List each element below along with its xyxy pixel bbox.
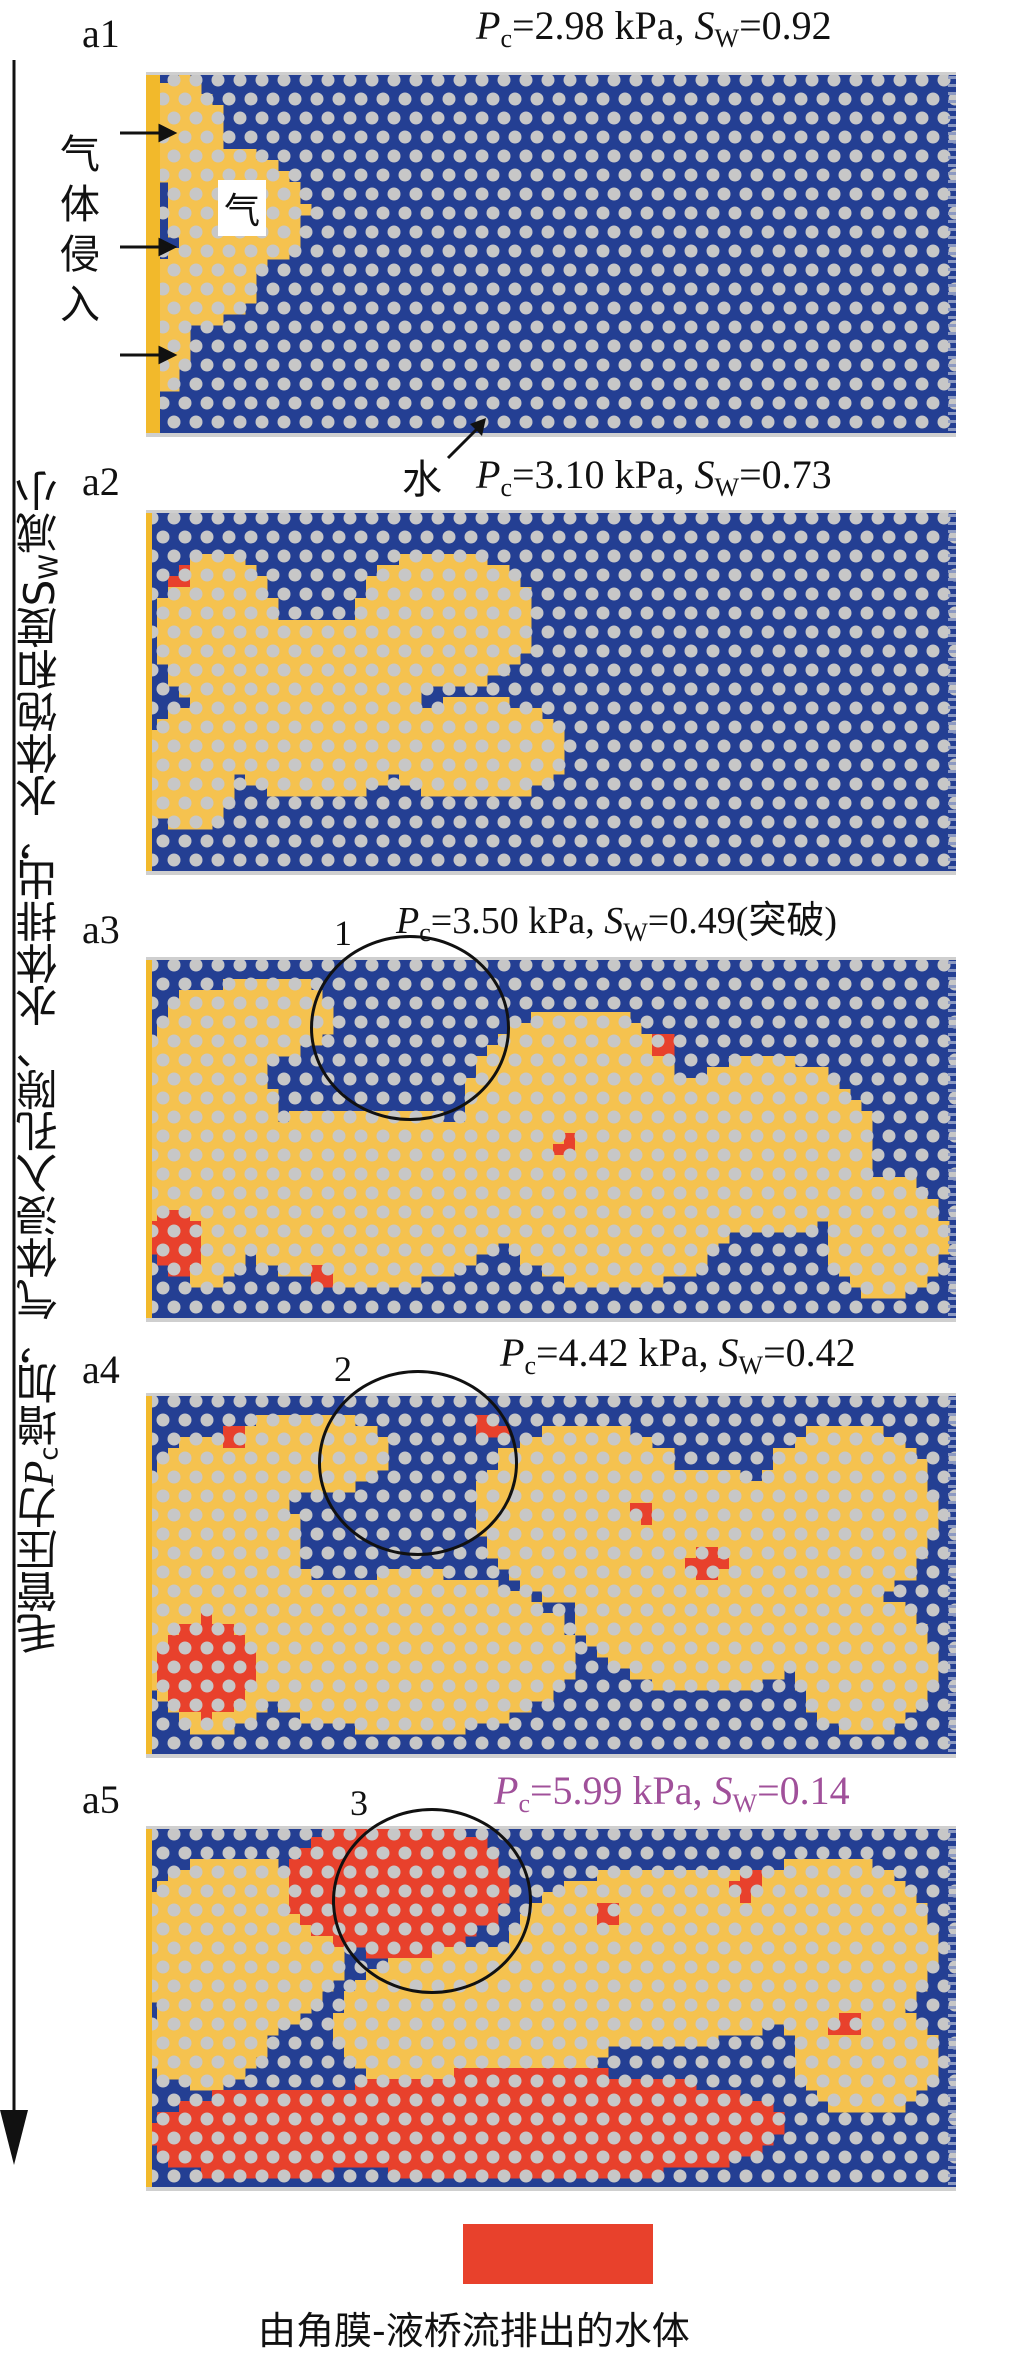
panel-id-a3: a3: [82, 907, 120, 952]
panel-a3: [146, 957, 956, 1322]
pressure-label-a5: Pc=5.99 kPa, SW=0.14: [494, 1768, 850, 1818]
highlight-circle-3: [332, 1808, 532, 1994]
gas-invasion-label: 气体侵入: [60, 132, 100, 328]
legend-label: 由角膜-液桥流排出的水体: [258, 2309, 690, 2353]
pressure-label-a1: Pc=2.98 kPa, SW=0.92: [476, 3, 832, 53]
pressure-label-a4: Pc=4.42 kPa, SW=0.42: [500, 1330, 856, 1380]
panel-id-a2: a2: [82, 459, 120, 504]
pore-map-a2: [146, 510, 956, 875]
pressure-label-a2: Pc=3.10 kPa, SW=0.73: [476, 452, 832, 502]
invasion-arrows: [120, 123, 178, 365]
pore-map-a3: [146, 957, 956, 1322]
water-arrow: [446, 418, 486, 460]
pressure-label-a3: Pc=3.50 kPa, SW=0.49(突破): [396, 900, 837, 947]
panel-id-a4: a4: [82, 1347, 120, 1392]
panel-a4: [146, 1393, 956, 1758]
pore-map-a1: [146, 72, 956, 437]
panel-id-a5: a5: [82, 1777, 120, 1822]
highlight-circle-2: [318, 1370, 518, 1556]
axis-description: 毛管压力Pc增加，气体浸入孔隙、水体排出，水体饱和度SW减小: [15, 470, 65, 1655]
highlight-circle-1: [310, 935, 510, 1121]
gas-label: 气: [218, 180, 267, 236]
panel-id-a1: a1: [82, 11, 120, 56]
water-label: 水: [402, 457, 442, 503]
pore-map-a4: [146, 1393, 956, 1758]
circle-number-1: 1: [334, 913, 352, 953]
panel-a5: [146, 1826, 956, 2191]
panel-a2: [146, 510, 956, 875]
pore-map-a5: [146, 1826, 956, 2191]
pressure-arrow: [0, 60, 28, 2165]
legend-swatch: [463, 2224, 653, 2284]
circle-number-2: 2: [334, 1349, 352, 1389]
circle-number-3: 3: [350, 1783, 368, 1823]
panel-a1: [146, 72, 956, 437]
